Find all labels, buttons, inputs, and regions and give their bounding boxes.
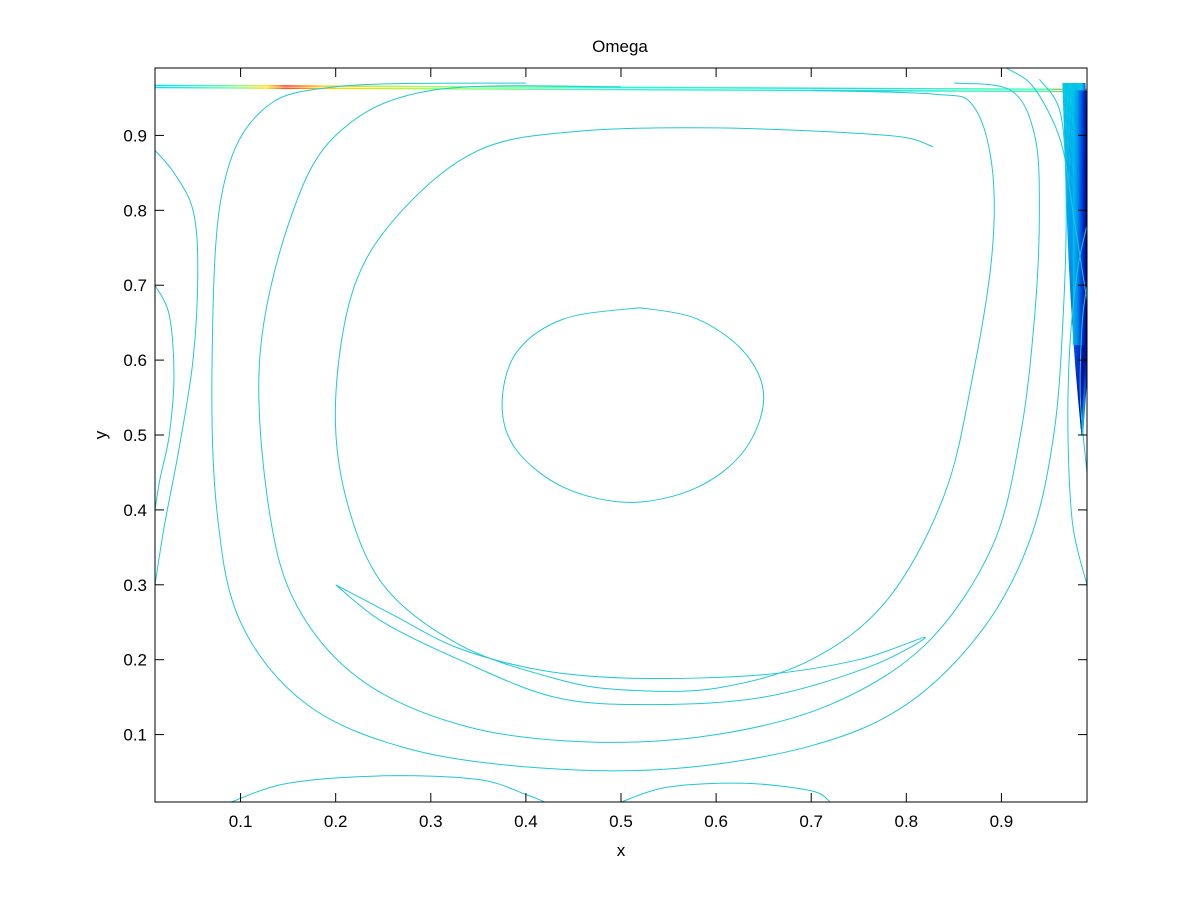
y-tick-label: 0.9 <box>123 126 147 145</box>
x-tick-label: 0.7 <box>799 812 823 831</box>
plot-area <box>155 68 1087 802</box>
x-tick-label: 0.3 <box>419 812 443 831</box>
contour-line-bottom-wall-2 <box>620 782 831 802</box>
contour-line-left-wall-2 <box>155 284 175 510</box>
y-tick-label: 0.7 <box>123 276 147 295</box>
contour-lines <box>155 68 1087 802</box>
x-axis-ticks: 0.1 0.2 0.3 0.4 0.5 0.6 0.7 0.8 0.9 <box>229 68 1013 831</box>
right-shear-core <box>1072 90 1087 346</box>
x-tick-label: 0.4 <box>514 812 538 831</box>
x-axis-label: x <box>617 841 626 860</box>
y-axis-ticks: 0.1 0.2 0.3 0.4 0.5 0.6 0.7 0.8 0.9 <box>123 126 1087 745</box>
y-axis-label: y <box>91 430 110 439</box>
contour-line-right-wall-1 <box>1067 225 1087 585</box>
top-shear-contour <box>155 84 1087 91</box>
y-tick-label: 0.4 <box>123 501 147 520</box>
x-tick-label: 0.6 <box>704 812 728 831</box>
boundary-shear-layers <box>155 69 1087 436</box>
contour-line-bottom-wall-1 <box>230 775 546 802</box>
contour-line-core <box>501 307 765 503</box>
contour-line-right-wall-2 <box>1079 285 1087 473</box>
chart-title: Omega <box>592 37 648 56</box>
top-shear-contour <box>155 86 1087 93</box>
x-tick-label: 0.9 <box>990 812 1014 831</box>
contour-line-ring-1 <box>334 90 995 692</box>
y-tick-label: 0.1 <box>123 726 147 745</box>
y-tick-label: 0.8 <box>123 201 147 220</box>
x-tick-label: 0.8 <box>894 812 918 831</box>
y-tick-label: 0.6 <box>123 351 147 370</box>
plot-frame <box>154 67 1088 803</box>
contour-line-lower-lobe <box>335 584 926 706</box>
y-tick-label: 0.3 <box>123 576 147 595</box>
contour-line-ring-2 <box>258 82 1040 743</box>
y-tick-label: 0.5 <box>123 426 147 445</box>
y-tick-label: 0.2 <box>123 651 147 670</box>
x-tick-label: 0.5 <box>609 812 633 831</box>
contour-line-ring-3 <box>211 78 1067 772</box>
contour-line-top-corner <box>1005 68 1087 301</box>
x-tick-label: 0.2 <box>324 812 348 831</box>
x-tick-label: 0.1 <box>229 812 253 831</box>
contour-line-left-wall-1 <box>155 150 199 585</box>
